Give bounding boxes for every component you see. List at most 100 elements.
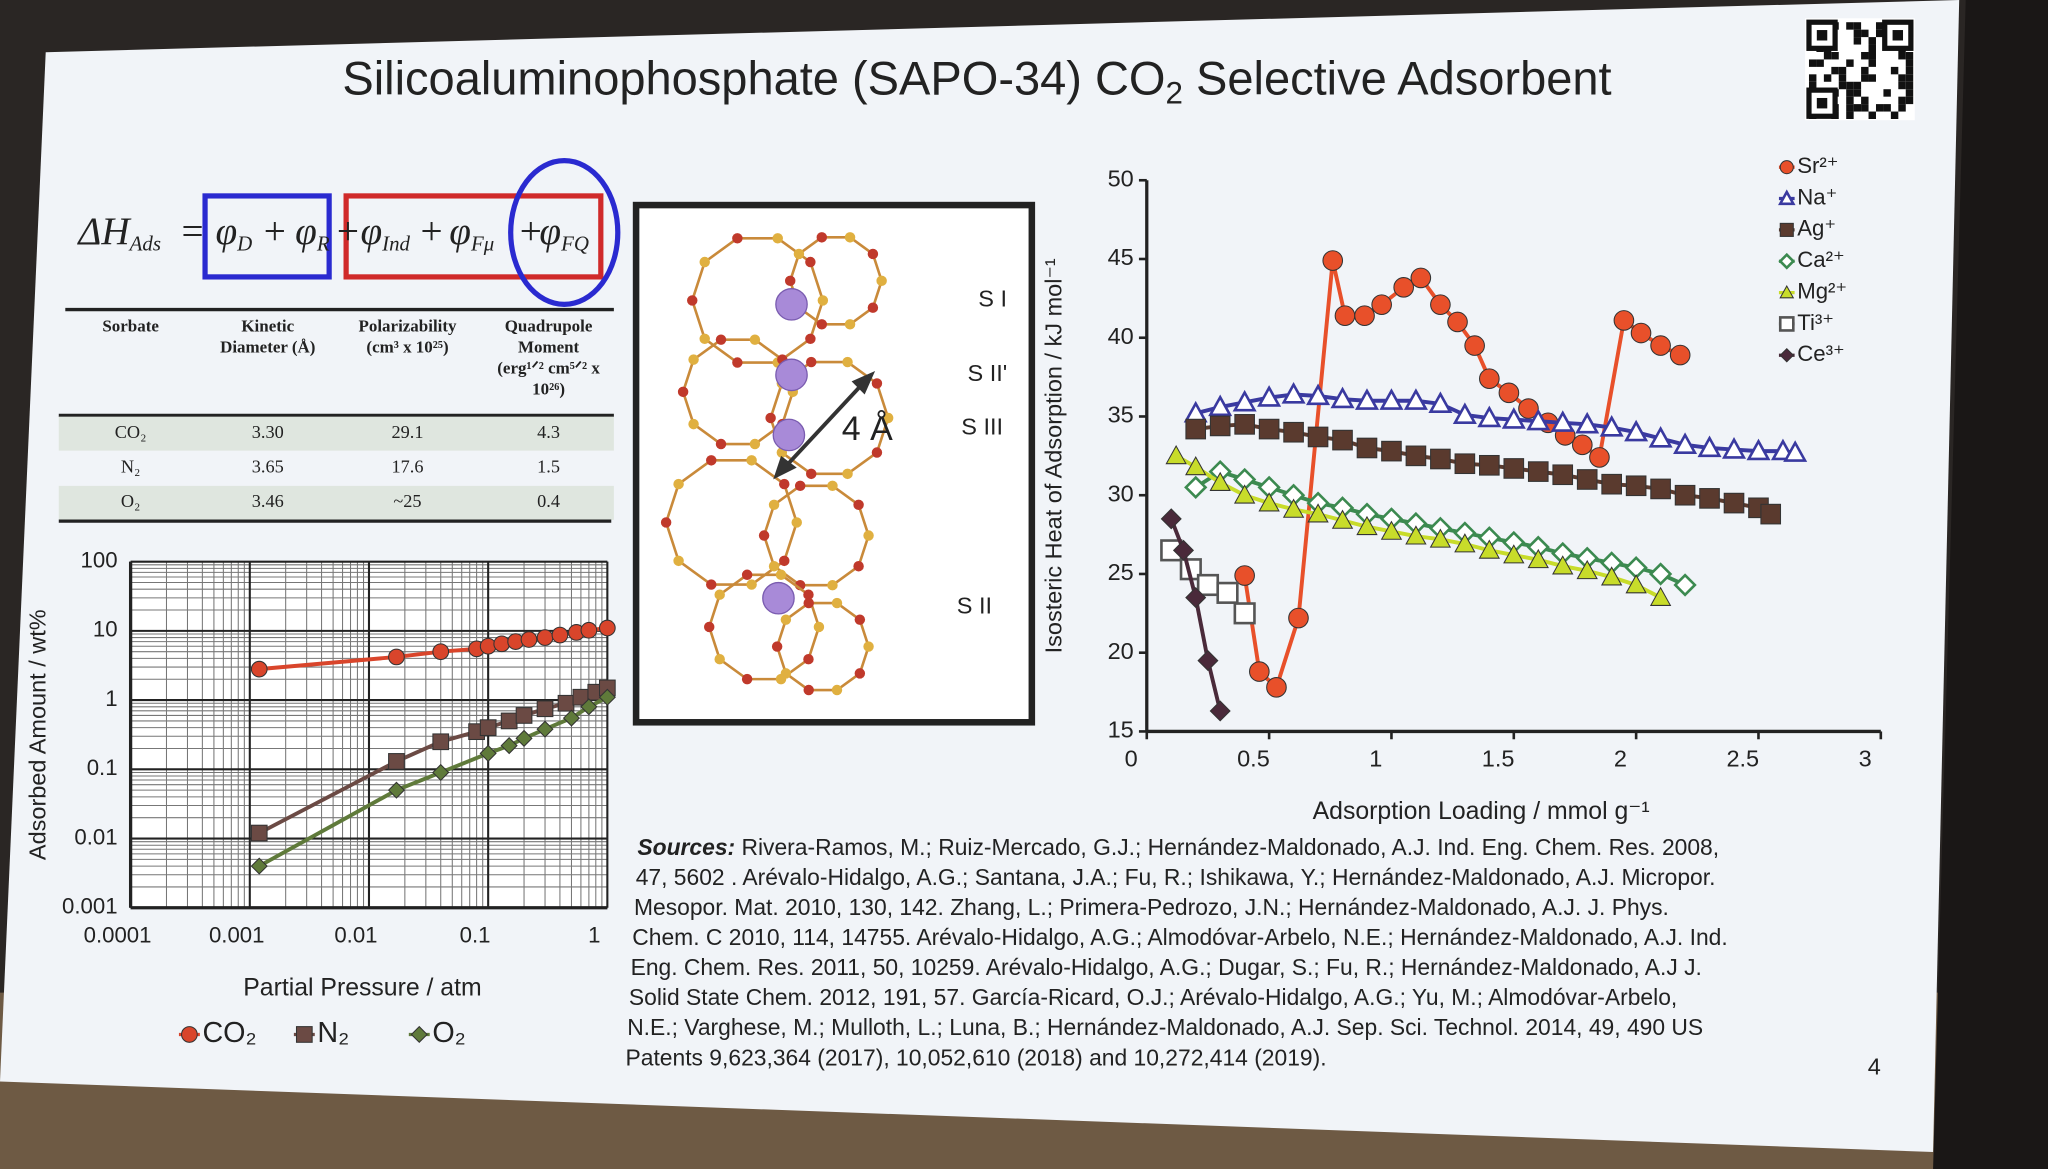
atom <box>699 333 710 345</box>
equation-symbol: + <box>418 210 444 253</box>
atom <box>687 295 698 306</box>
marker <box>557 694 575 712</box>
qr-cell <box>1905 59 1914 67</box>
marker <box>1576 469 1598 490</box>
qr-cell <box>1853 89 1862 97</box>
atom <box>779 478 790 490</box>
marker <box>1405 445 1427 467</box>
atom <box>803 684 814 696</box>
qr-cell <box>1808 81 1817 90</box>
qr-cell <box>1861 66 1869 75</box>
equation-symbol: φ <box>295 210 317 253</box>
marker <box>1371 294 1392 315</box>
title-sub: 2 <box>1166 76 1183 111</box>
qr-cell <box>1898 74 1906 82</box>
marker <box>1197 650 1219 672</box>
site-label: S II <box>957 593 992 619</box>
atom <box>749 334 761 345</box>
qr-cell <box>1905 74 1914 82</box>
atom <box>780 614 792 625</box>
marker <box>387 781 406 799</box>
marker <box>1478 539 1501 559</box>
marker <box>562 709 581 727</box>
marker <box>1552 464 1574 486</box>
atom <box>867 248 879 260</box>
legend-label: N₂ <box>317 1017 349 1049</box>
marker <box>1332 429 1353 451</box>
marker <box>536 700 554 718</box>
table-header: 10²⁶) <box>532 379 565 398</box>
marker <box>1429 528 1452 548</box>
atom <box>741 673 753 685</box>
x-tick-label: 0 <box>1125 745 1138 771</box>
atom <box>863 641 874 652</box>
x-tick-label: 2 <box>1614 745 1627 771</box>
marker <box>1403 388 1428 410</box>
source-text: Patents 9,623,364 (2017), 10,052,610 (20… <box>626 1044 1327 1070</box>
table-cell: 3.30 <box>252 422 284 442</box>
site-label: S III <box>961 414 1003 440</box>
legend-label: Ca²⁺ <box>1797 247 1844 272</box>
table-row-shade <box>58 485 614 520</box>
marker <box>1527 548 1549 569</box>
marker <box>493 635 511 653</box>
atom <box>842 468 853 480</box>
legend-label: Ce³⁺ <box>1797 341 1844 366</box>
atom <box>791 517 802 528</box>
equation-subscript: Fμ <box>470 231 494 255</box>
atom <box>772 233 783 244</box>
qr-cell <box>1838 74 1847 82</box>
y-axis-label: Adsorbed Amount / wt% <box>24 609 50 860</box>
atom <box>827 579 838 591</box>
marker <box>1233 602 1256 625</box>
marker <box>1306 383 1331 406</box>
atom <box>732 357 743 368</box>
marker <box>1576 559 1598 580</box>
cation <box>775 288 808 321</box>
marker <box>1307 426 1329 448</box>
table-cell: 29.1 <box>392 422 424 442</box>
qr-cell <box>1868 111 1876 119</box>
cation <box>762 581 795 615</box>
marker <box>1430 448 1451 470</box>
marker <box>250 857 268 875</box>
marker <box>520 631 538 648</box>
marker <box>1479 368 1500 389</box>
marker <box>1575 411 1600 434</box>
qr-cell <box>1875 104 1884 112</box>
atom <box>871 378 883 389</box>
marker <box>1216 581 1239 604</box>
atom <box>706 579 717 590</box>
table-header: Quadrupole <box>505 317 593 336</box>
atom <box>768 499 780 511</box>
marker <box>1381 440 1402 462</box>
atom <box>816 319 828 330</box>
table-cell: 17.6 <box>392 456 424 476</box>
qr-cell <box>1905 66 1914 75</box>
table-cell: O₂ <box>121 491 141 511</box>
x-tick-label: 3 <box>1859 745 1872 771</box>
marker <box>1249 661 1270 682</box>
atom <box>842 356 853 368</box>
legend-marker <box>1779 222 1794 237</box>
table-cell: 0.4 <box>537 491 560 511</box>
marker <box>250 660 268 678</box>
marker <box>1526 408 1551 431</box>
marker <box>1501 407 1526 429</box>
source-line: Mesopor. Mat. 2010, 130, 142. Zhang, L.;… <box>634 894 1669 920</box>
atom <box>688 418 699 430</box>
marker <box>1405 525 1427 545</box>
atom <box>854 668 866 679</box>
source-line: Sources: Rivera-Ramos, M.; Ruiz-Mercado,… <box>637 834 1719 860</box>
marker <box>1760 503 1782 525</box>
page-number: 4 <box>1868 1054 1881 1080</box>
marker <box>1234 414 1255 435</box>
marker <box>1356 437 1378 459</box>
table-cell: CO₂ <box>115 422 147 442</box>
atom <box>803 597 814 609</box>
marker <box>1330 386 1355 409</box>
x-axis-label: Partial Pressure / atm <box>243 974 481 1001</box>
table-cell: 4.3 <box>537 422 560 442</box>
atom <box>805 333 816 345</box>
